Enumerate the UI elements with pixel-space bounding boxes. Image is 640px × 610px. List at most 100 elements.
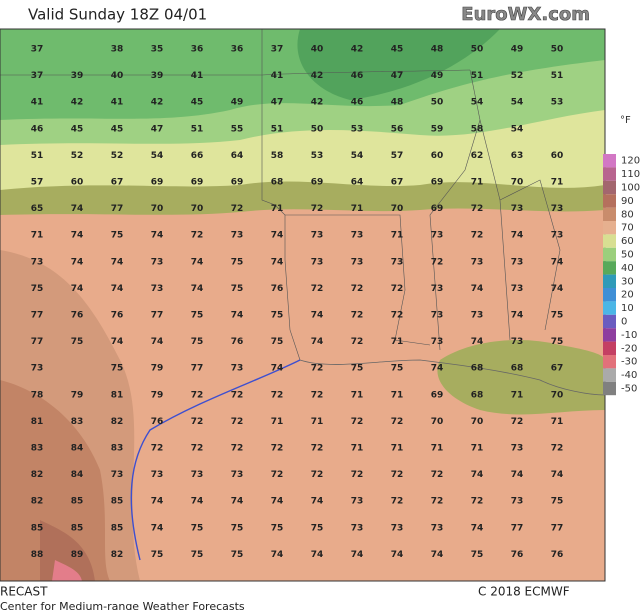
temperature-label: 74 (511, 231, 524, 241)
temperature-label: 74 (471, 523, 484, 533)
temperature-label: 72 (391, 497, 404, 507)
temperature-label: 73 (351, 497, 364, 507)
temperature-label: 53 (551, 98, 564, 108)
temperature-label: 72 (431, 470, 444, 480)
temperature-label: 69 (431, 178, 444, 188)
temperature-label: 74 (191, 497, 204, 507)
legend-label: 40 (621, 263, 634, 274)
temperature-label: 54 (511, 98, 524, 108)
legend-swatch (603, 368, 616, 382)
temperature-label: 72 (391, 417, 404, 427)
temperature-label: 75 (231, 284, 244, 294)
temperature-label: 75 (551, 497, 564, 507)
temperature-label: 73 (511, 497, 524, 507)
temperature-label: 75 (471, 550, 484, 560)
temperature-label: 73 (191, 470, 204, 480)
temperature-label: 49 (511, 45, 524, 55)
temperature-label: 75 (191, 337, 204, 347)
temperature-label: 72 (231, 417, 244, 427)
temperature-label: 67 (391, 178, 404, 188)
temperature-label: 74 (151, 231, 164, 241)
temperature-label: 73 (511, 204, 524, 214)
temperature-label: 73 (391, 523, 404, 533)
border (285, 214, 431, 346)
temperature-label: 48 (431, 45, 444, 55)
legend-label: -40 (621, 370, 637, 381)
temperature-label: 72 (191, 390, 204, 400)
temperature-label: 68 (511, 364, 524, 374)
temperature-label: 76 (71, 311, 84, 321)
temperature-label: 76 (111, 311, 124, 321)
temperature-label: 72 (311, 444, 324, 454)
temperature-label: 51 (191, 124, 204, 134)
temperature-label: 46 (351, 71, 364, 81)
temperature-label: 40 (311, 45, 324, 55)
legend-swatch (603, 328, 616, 342)
temperature-label: 52 (111, 151, 124, 161)
temperature-label: 88 (31, 550, 44, 560)
temperature-label: 71 (551, 178, 564, 188)
temperature-label: 37 (271, 45, 284, 55)
temperature-label: 77 (151, 311, 164, 321)
temperature-label: 72 (311, 364, 324, 374)
temperature-label: 72 (551, 444, 564, 454)
temperature-label: 74 (271, 257, 284, 267)
legend-swatch (603, 180, 616, 195)
temperature-label: 69 (151, 178, 164, 188)
temperature-label: 73 (231, 364, 244, 374)
temperature-label: 54 (151, 151, 164, 161)
valid-time: Valid Sunday 18Z 04/01 (28, 6, 207, 24)
map-field (0, 29, 605, 581)
temperature-label: 75 (351, 364, 364, 374)
temperature-label: 72 (271, 470, 284, 480)
temperature-label: 77 (551, 523, 564, 533)
legend-swatch (603, 194, 616, 208)
temperature-label: 51 (471, 71, 484, 81)
temperature-label: 74 (151, 523, 164, 533)
temperature-label: 81 (111, 390, 124, 400)
temperature-label: 77 (111, 204, 124, 214)
temperature-label: 75 (231, 523, 244, 533)
temperature-label: 38 (111, 45, 124, 55)
temperature-label: 70 (511, 178, 524, 188)
temperature-label: 72 (391, 284, 404, 294)
temperature-label: 85 (31, 523, 44, 533)
temperature-label: 62 (471, 151, 484, 161)
temperature-label: 73 (511, 444, 524, 454)
temperature-label: 74 (71, 257, 84, 267)
temperature-label: 58 (471, 124, 484, 134)
temperature-label: 74 (311, 497, 324, 507)
temperature-label: 71 (391, 444, 404, 454)
temperature-label: 71 (511, 390, 524, 400)
temperature-label: 41 (271, 71, 284, 81)
temperature-label: 74 (511, 311, 524, 321)
temperature-label: 75 (71, 337, 84, 347)
temperature-label: 59 (431, 124, 444, 134)
temperature-label: 69 (231, 178, 244, 188)
temperature-label: 58 (271, 151, 284, 161)
temperature-label: 70 (551, 390, 564, 400)
temperature-label: 66 (191, 151, 204, 161)
legend-label: 80 (621, 209, 634, 220)
temperature-label: 46 (351, 98, 364, 108)
temperature-label: 55 (231, 124, 244, 134)
legend-label: 0 (621, 317, 627, 328)
temperature-label: 53 (311, 151, 324, 161)
temperature-label: 42 (311, 98, 324, 108)
legend-label: -30 (621, 357, 637, 368)
legend-swatch (603, 207, 616, 221)
brand: EuroWX.com (461, 4, 590, 25)
temperature-label: 42 (71, 98, 84, 108)
temperature-label: 73 (151, 257, 164, 267)
temperature-label: 71 (271, 204, 284, 214)
legend-label: -20 (621, 343, 637, 354)
temperature-label: 85 (111, 497, 124, 507)
temperature-label: 72 (431, 257, 444, 267)
temperature-label: 72 (351, 284, 364, 294)
temperature-label: 73 (551, 231, 564, 241)
temperature-label: 47 (151, 124, 164, 134)
temperature-label: 50 (471, 45, 484, 55)
temperature-label: 76 (511, 550, 524, 560)
temperature-label: 75 (391, 364, 404, 374)
